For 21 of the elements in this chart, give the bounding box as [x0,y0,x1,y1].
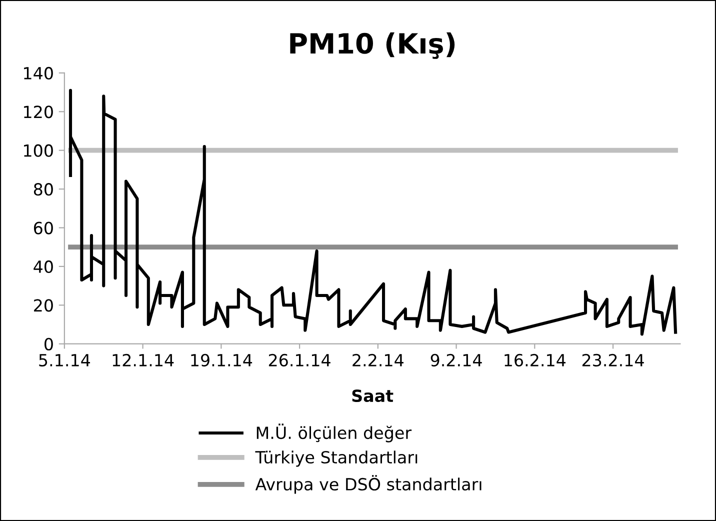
x-tick-label: 5.1.14 [39,354,90,366]
legend-label: Avrupa ve DSÖ standartları [255,475,482,494]
y-tick-label: 60 [34,222,53,234]
y-tick-label: 100 [24,144,53,157]
y-tick-label: 140 [24,66,53,80]
chart-title: PM10 (Kış) [290,32,455,59]
y-tick-label: 0 [44,338,53,350]
x-tick-label: 16.2.14 [504,354,566,366]
x-tick-label: 19.1.14 [191,354,252,366]
y-tick-label: 40 [34,260,53,274]
y-tick-label: 20 [34,299,53,312]
legend-label: Türkiye Standartları [255,450,418,467]
y-tick-label: 80 [34,183,53,196]
x-tick-label: 26.1.14 [268,354,330,366]
x-tick-label: 23.2.14 [582,354,644,366]
x-tick-label: 2.2.14 [352,354,404,366]
legend-label: M.Ü. ölçülen değer [256,424,412,442]
x-tick-label: 12.1.14 [112,354,174,366]
x-axis-title: Saat [352,389,394,402]
x-tick-label: 9.2.14 [430,354,482,366]
y-tick-label: 120 [24,106,53,118]
